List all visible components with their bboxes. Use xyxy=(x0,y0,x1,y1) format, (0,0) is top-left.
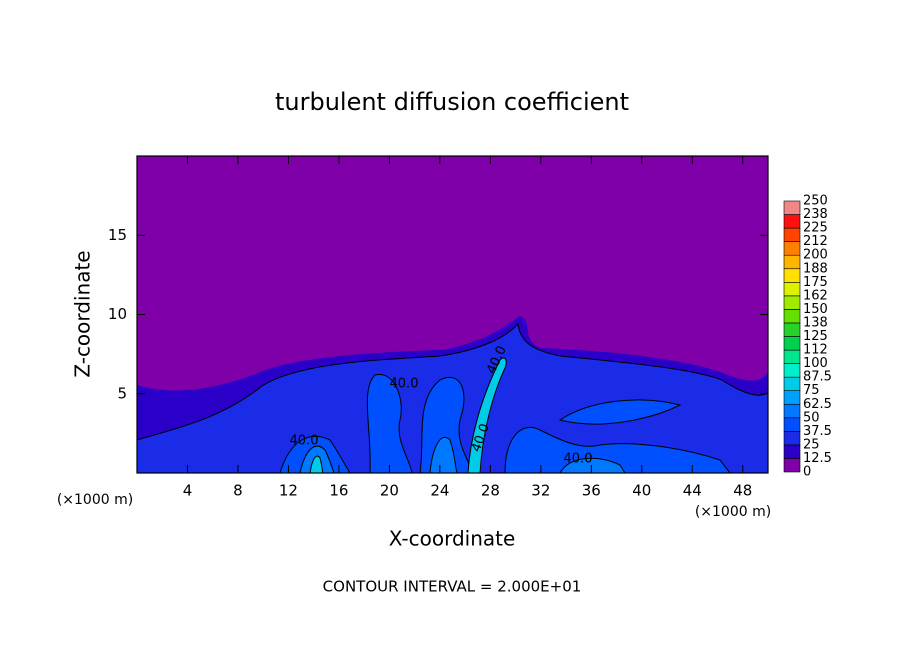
x-unit: (×1000 m) xyxy=(695,504,771,520)
colorbar-swatch xyxy=(783,309,801,324)
colorbar-swatch xyxy=(783,295,801,310)
colorbar-swatch xyxy=(783,241,801,256)
colorbar-label: 100 xyxy=(803,356,828,371)
colorbar-label: 25 xyxy=(803,437,820,452)
colorbar-swatch xyxy=(783,376,801,391)
colorbar-swatch xyxy=(783,336,801,351)
colorbar-label: 87.5 xyxy=(803,370,832,385)
colorbar-swatch xyxy=(783,431,801,446)
x-tick-label: 48 xyxy=(733,482,752,500)
contour-label: 40.0 xyxy=(390,377,419,392)
colorbar-label: 212 xyxy=(803,234,828,249)
colorbar-label: 62.5 xyxy=(803,397,832,412)
field-region xyxy=(279,374,731,473)
contour-label: 40.0 xyxy=(564,452,593,467)
footer-note: CONTOUR INTERVAL = 2.000E+01 xyxy=(323,578,582,596)
x-tick-label: 4 xyxy=(183,482,193,500)
y-tick-label: 15 xyxy=(108,226,127,244)
x-axis-label: X-coordinate xyxy=(389,527,516,551)
colorbar-swatch xyxy=(783,200,801,215)
y-tick-label: 5 xyxy=(117,384,127,402)
colorbar-swatch xyxy=(783,254,801,270)
field-region xyxy=(299,437,626,473)
y-axis-label: Z-coordinate xyxy=(71,250,95,377)
colorbar-label: 125 xyxy=(803,329,828,344)
colorbar-swatch xyxy=(783,214,801,229)
x-tick-label: 32 xyxy=(531,482,550,500)
colorbar-swatch xyxy=(783,281,801,297)
chart-title: turbulent diffusion coefficient xyxy=(275,88,629,116)
y-unit: (×1000 m) xyxy=(57,492,133,508)
colorbar-swatch xyxy=(783,390,801,405)
colorbar-label: 200 xyxy=(803,248,828,263)
x-tick-label: 44 xyxy=(683,482,702,500)
x-tick-label: 12 xyxy=(279,482,298,500)
colorbar-label: 175 xyxy=(803,275,828,290)
colorbar-swatch xyxy=(783,444,801,459)
x-tick-label: 20 xyxy=(380,482,399,500)
colorbar-label: 238 xyxy=(803,207,828,222)
x-tick-label: 24 xyxy=(430,482,449,500)
colorbar-label: 37.5 xyxy=(803,424,832,439)
colorbar-swatch xyxy=(783,363,801,378)
colorbar-swatch xyxy=(783,403,801,419)
colorbar-label: 75 xyxy=(803,383,820,398)
colorbar-swatch xyxy=(783,268,801,283)
x-tick-label: 16 xyxy=(329,482,348,500)
colorbar-swatch xyxy=(783,417,801,432)
contour-field: 40.040.040.040.040.0 xyxy=(137,156,768,473)
y-tick-label: 10 xyxy=(108,305,127,323)
colorbar-label: 250 xyxy=(803,194,828,209)
colorbar-swatch xyxy=(783,458,801,473)
contour-label: 40.0 xyxy=(290,434,319,449)
colorbar-label: 225 xyxy=(803,221,828,236)
field-region xyxy=(309,357,507,473)
colorbar-label: 112 xyxy=(803,343,828,358)
colorbar-label: 188 xyxy=(803,261,828,276)
colorbar-swatch xyxy=(783,227,801,242)
colorbar-label: 138 xyxy=(803,315,828,330)
colorbar-label: 50 xyxy=(803,410,820,425)
colorbar-swatch xyxy=(783,322,801,337)
colorbar-label: 0 xyxy=(803,465,811,480)
x-tick-label: 8 xyxy=(233,482,243,500)
colorbar-label: 162 xyxy=(803,288,828,303)
x-tick-label: 28 xyxy=(481,482,500,500)
x-tick-label: 36 xyxy=(582,482,601,500)
colorbar-label: 12.5 xyxy=(803,451,832,466)
x-tick-label: 40 xyxy=(632,482,651,500)
colorbar-label: 150 xyxy=(803,302,828,317)
colorbar-swatch xyxy=(783,349,801,364)
